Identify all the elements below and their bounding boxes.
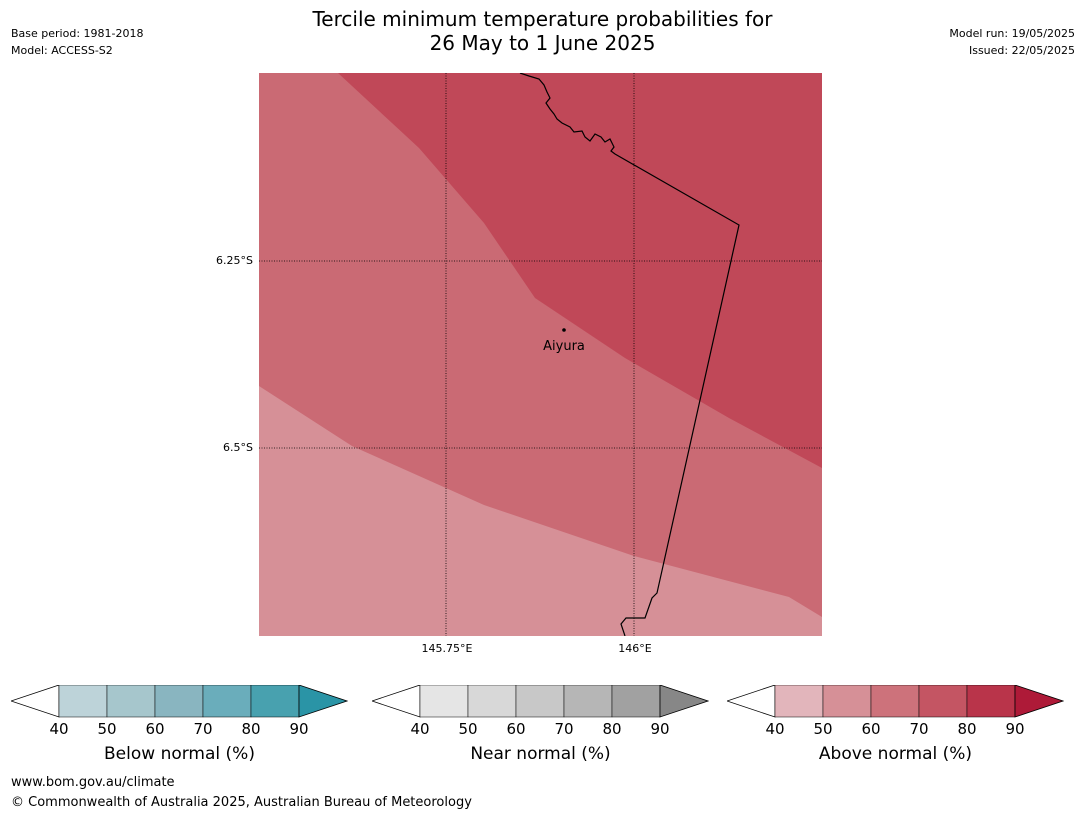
above-swatch-60-70 (870, 685, 920, 718)
base-period-text: Base period: 1981-2018 (11, 27, 144, 40)
below-extend-high (298, 685, 348, 718)
below-extend-low (11, 685, 60, 718)
model-run-text: Model run: 19/05/2025 (949, 27, 1075, 40)
page-title: Tercile minimum temperature probabilitie… (0, 7, 1085, 55)
border-line (519, 73, 740, 636)
below-tick-70: 70 (193, 720, 213, 738)
probability-map: Aiyura (259, 73, 822, 636)
below-tick-50: 50 (97, 720, 117, 738)
near-swatch-60-70 (515, 685, 565, 718)
below-tick-80: 80 (241, 720, 261, 738)
colorbar-near-bar (372, 685, 709, 718)
title-line-2: 26 May to 1 June 2025 (429, 31, 656, 55)
below-swatch-50-60 (106, 685, 156, 718)
above-swatch-80-90 (966, 685, 1016, 718)
near-tick-40: 40 (410, 720, 430, 738)
above-extend-low (727, 685, 776, 718)
near-extend-high (659, 685, 709, 718)
lat-label-6-5: 6.5°S (223, 441, 253, 454)
above-swatch-70-80 (918, 685, 968, 718)
lon-label-145-75: 145.75°E (421, 642, 473, 655)
near-tick-70: 70 (554, 720, 574, 738)
near-tick-60: 60 (506, 720, 526, 738)
below-tick-60: 60 (145, 720, 165, 738)
colorbar-near-normal: 40 50 60 70 80 90 Near normal (%) (372, 685, 709, 769)
near-extend-low (372, 685, 421, 718)
below-swatch-70-80 (202, 685, 252, 718)
colorbar-below-bar (11, 685, 348, 718)
footer-copyright: © Commonwealth of Australia 2025, Austra… (11, 795, 472, 810)
near-swatch-50-60 (467, 685, 517, 718)
below-swatch-40-50 (58, 685, 108, 718)
model-text: Model: ACCESS-S2 (11, 44, 113, 57)
above-tick-90: 90 (1005, 720, 1025, 738)
colorbar-above-bar (727, 685, 1064, 718)
below-normal-label: Below normal (%) (104, 744, 255, 764)
near-normal-label: Near normal (%) (470, 744, 611, 764)
near-swatch-70-80 (563, 685, 613, 718)
above-tick-70: 70 (909, 720, 929, 738)
aiyura-marker (562, 328, 566, 332)
below-tick-40: 40 (49, 720, 69, 738)
header-right: Model run: 19/05/2025 Issued: 22/05/2025 (949, 25, 1075, 59)
near-swatch-40-50 (419, 685, 469, 718)
header-left: Base period: 1981-2018 Model: ACCESS-S2 (11, 25, 143, 59)
lon-label-146: 146°E (618, 642, 652, 655)
above-tick-60: 60 (861, 720, 881, 738)
place-label-aiyura: Aiyura (543, 339, 585, 354)
near-tick-50: 50 (458, 720, 478, 738)
above-tick-50: 50 (813, 720, 833, 738)
near-tick-80: 80 (602, 720, 622, 738)
above-swatch-40-50 (774, 685, 824, 718)
above-tick-40: 40 (765, 720, 785, 738)
near-tick-90: 90 (650, 720, 670, 738)
title-line-1: Tercile minimum temperature probabilitie… (312, 7, 773, 31)
above-extend-high (1014, 685, 1064, 718)
footer-url: www.bom.gov.au/climate (11, 775, 175, 790)
colorbar-above-normal: 40 50 60 70 80 90 Above normal (%) (727, 685, 1064, 769)
above-tick-80: 80 (957, 720, 977, 738)
map-band-70-80 (338, 73, 822, 468)
above-swatch-50-60 (822, 685, 872, 718)
below-tick-90: 90 (289, 720, 309, 738)
below-swatch-80-90 (250, 685, 300, 718)
colorbar-below-normal: 40 50 60 70 80 90 Below normal (%) (11, 685, 348, 769)
below-swatch-60-70 (154, 685, 204, 718)
above-normal-label: Above normal (%) (818, 744, 973, 764)
lat-label-6-25: 6.25°S (216, 254, 253, 267)
near-swatch-80-90 (611, 685, 661, 718)
issued-text: Issued: 22/05/2025 (968, 44, 1075, 57)
